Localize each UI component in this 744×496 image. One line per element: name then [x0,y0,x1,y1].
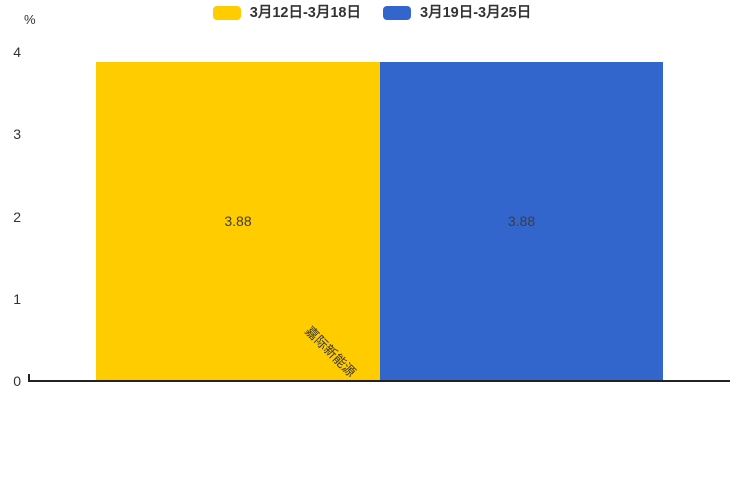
plot-area: 4 3 2 1 0 [13,45,730,388]
y-axis-tick-label-1: 1 [13,290,21,307]
bar-series-2[interactable]: 3.88 [380,62,663,380]
x-axis-origin-tick [28,374,30,381]
bar-value-label-series-1: 3.88 [224,213,252,229]
bar-group: 3.88 3.88 [96,62,663,380]
bar-value-label-series-2: 3.88 [507,213,536,229]
chart-legend: 3月12日-3月18日 3月19日-3月25日 [0,6,744,21]
legend-swatch-icon-series-1 [212,6,241,21]
legend-item-series-2[interactable]: 3月19日-3月25日 [383,6,531,21]
x-axis-line [28,380,730,382]
legend-item-series-1[interactable]: 3月12日-3月18日 [212,5,361,21]
bar-series-1[interactable]: 3.88 [96,62,380,380]
y-axis-tick-label-3: 3 [13,126,21,143]
legend-swatch-icon-series-2 [383,6,411,21]
y-axis-tick-label-0: 0 [13,373,21,389]
y-axis-unit-label: % [24,12,36,27]
y-axis-tick-label-2: 2 [13,208,21,225]
legend-label-series-2: 3月19日-3月25日 [420,5,532,21]
legend-label-series-1: 3月12日-3月18日 [249,5,361,21]
y-axis-tick-label-4: 4 [13,44,21,60]
